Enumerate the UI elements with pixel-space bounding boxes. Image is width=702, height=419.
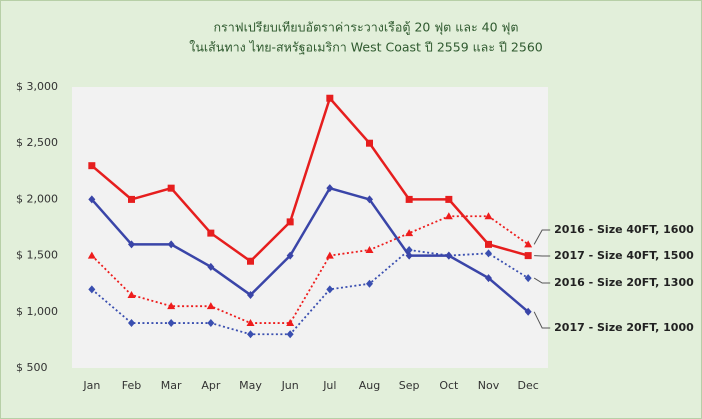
y-tick-label: $ 1,000	[16, 305, 58, 318]
line	[91, 95, 529, 263]
x-tick-label: Sep	[399, 379, 420, 392]
marker	[167, 302, 176, 310]
marker	[366, 195, 373, 204]
marker	[445, 251, 453, 260]
marker	[524, 307, 532, 316]
x-tick-label: Jun	[281, 379, 299, 392]
y-tick-label: $ 3,000	[16, 80, 58, 93]
marker	[326, 285, 334, 294]
marker	[128, 240, 135, 249]
chart-title: ในเส้นทาง ไทย-สหรัฐอเมริกา West Coast ปี…	[189, 40, 543, 55]
x-tick-label: Nov	[478, 379, 500, 392]
legend-label: 2016 - Size 40FT, 1600	[554, 223, 694, 236]
marker	[445, 195, 453, 203]
marker	[524, 274, 532, 283]
marker	[167, 184, 175, 192]
leader-line	[533, 229, 551, 245]
y-tick-label: $ 1,500	[16, 249, 58, 262]
marker	[365, 245, 374, 253]
marker	[366, 279, 373, 288]
marker	[128, 319, 135, 328]
marker	[326, 184, 334, 193]
x-tick-label: Apr	[201, 379, 221, 392]
marker	[484, 212, 493, 220]
marker	[485, 274, 492, 283]
marker	[247, 330, 254, 339]
marker	[325, 251, 334, 259]
marker	[207, 262, 215, 271]
x-tick-label: Jul	[322, 379, 336, 392]
marker	[366, 139, 373, 147]
x-tick-label: Feb	[122, 379, 141, 392]
marker	[286, 319, 295, 327]
marker	[246, 319, 255, 327]
marker	[485, 240, 492, 248]
marker	[485, 249, 492, 258]
leader-line	[533, 311, 551, 329]
marker	[405, 229, 414, 237]
marker	[405, 195, 413, 203]
x-tick-label: Dec	[518, 379, 539, 392]
marker	[286, 218, 294, 226]
legend-label: 2016 - Size 20FT, 1300	[554, 276, 694, 289]
y-tick-label: $ 500	[16, 361, 48, 374]
marker	[88, 162, 96, 170]
marker	[405, 251, 413, 260]
line	[90, 186, 529, 313]
marker	[87, 251, 96, 259]
legend-label: 2017 - Size 20FT, 1000	[554, 321, 694, 334]
marker	[167, 240, 175, 249]
marker	[247, 290, 254, 299]
plot-area	[72, 87, 548, 368]
line	[91, 249, 529, 336]
marker	[88, 195, 96, 204]
chart-title: กราฟเปรียบเทียบอัตราค่าระวางเรือตู้ 20 ฟ…	[213, 20, 518, 36]
marker	[326, 94, 334, 102]
marker	[207, 319, 215, 328]
marker	[127, 290, 136, 298]
x-tick-label: Aug	[359, 379, 380, 392]
marker	[286, 330, 294, 339]
marker	[206, 302, 215, 310]
y-tick-label: $ 2,000	[16, 192, 58, 205]
marker	[247, 257, 254, 265]
marker	[286, 251, 294, 260]
y-tick-label: $ 2,500	[16, 136, 58, 149]
marker	[88, 285, 96, 294]
legend-label: 2017 - Size 40FT, 1500	[554, 249, 694, 262]
marker	[524, 252, 532, 260]
leader-line	[533, 277, 551, 284]
line	[91, 215, 529, 324]
marker	[524, 240, 533, 248]
x-tick-label: May	[239, 379, 262, 392]
marker	[207, 229, 215, 237]
x-tick-label: Mar	[161, 379, 182, 392]
marker	[128, 195, 135, 203]
x-tick-label: Jan	[82, 379, 100, 392]
marker	[444, 212, 453, 220]
marker	[167, 319, 175, 328]
x-tick-label: Oct	[439, 379, 459, 392]
